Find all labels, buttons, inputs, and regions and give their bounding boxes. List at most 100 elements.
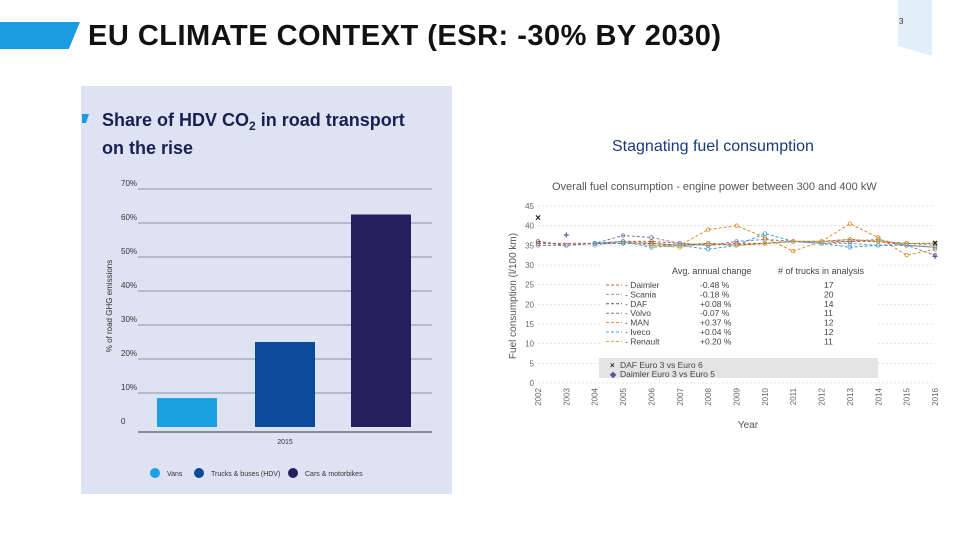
series-point	[677, 243, 682, 248]
legend-series-name: - MAN	[625, 318, 649, 328]
series-point	[734, 243, 739, 248]
series-point	[677, 245, 682, 250]
legend-series-change: +0.04 %	[700, 327, 732, 337]
y-tick-label: 70%	[121, 179, 137, 188]
y-tick-label: 15	[525, 320, 534, 329]
series-point	[791, 239, 796, 244]
marker-point: ×	[932, 238, 938, 249]
legend-series-trucks: 11	[824, 308, 833, 318]
series-point	[932, 241, 938, 246]
x-tick-label: 2010	[761, 387, 770, 405]
x-tick-label: 2006	[647, 387, 656, 405]
marker-point: +	[932, 252, 938, 263]
legend-series-name: - DAF	[625, 299, 647, 309]
marker-point: +	[563, 231, 569, 242]
series-point	[847, 237, 853, 242]
legend-series-name: - Volvo	[625, 308, 651, 318]
x-tick-label: 2003	[562, 387, 571, 405]
bar-chart-title: Share of HDV CO2 in road transport	[102, 110, 405, 133]
y-tick-label: 40	[525, 222, 534, 231]
series-point	[876, 239, 881, 244]
series-point	[819, 239, 824, 244]
series-point	[847, 221, 853, 226]
x-tick-label: 2007	[676, 387, 685, 405]
x-category-label: 2015	[277, 439, 293, 446]
legend-swatch	[150, 468, 160, 478]
y-tick-label: 45	[525, 202, 534, 211]
y-tick-label: 5	[530, 359, 535, 368]
page-number: 3	[899, 17, 904, 26]
series-line-renault	[651, 238, 935, 248]
panel-accent	[82, 114, 89, 123]
series-point	[649, 243, 654, 248]
series-point	[904, 252, 909, 258]
fuel-consumption-chart: Overall fuel consumption - engine power …	[508, 181, 940, 431]
y-tick-label: 40%	[121, 281, 137, 290]
legend-series-name: - Renault	[625, 336, 660, 346]
legend-label: Cars & motorbikes	[305, 471, 363, 478]
marker-point: ×	[535, 213, 541, 224]
line-chart-subtitle: Overall fuel consumption - engine power …	[552, 181, 877, 193]
series-point	[847, 239, 853, 244]
series-point	[535, 243, 541, 248]
y-axis-label: % of road GHG emissions	[105, 260, 114, 352]
y-axis-label: Fuel consumption (l/100 km)	[508, 233, 519, 359]
legend-marker-name: Daimler Euro 3 vs Euro 5	[620, 369, 715, 379]
series-point	[932, 247, 938, 252]
series-point	[762, 231, 768, 236]
title-accent-bar	[0, 22, 80, 49]
bar-vans	[157, 398, 217, 427]
legend-label: Trucks & buses (HDV)	[211, 471, 280, 478]
legend-series-change: -0.07 %	[700, 308, 730, 318]
legend-swatch	[194, 468, 204, 478]
legend-series-change: +0.37 %	[700, 318, 732, 328]
y-tick-label: 10%	[121, 383, 137, 392]
legend-series-change: +0.20 %	[700, 336, 732, 346]
series-line-volvo	[538, 234, 936, 256]
y-tick-label: 30	[525, 261, 534, 270]
legend-series-trucks: 20	[824, 289, 834, 299]
legend-series-name: - Daimler	[625, 280, 660, 290]
hdv-share-panel: Share of HDV CO2 in road transport on the…	[81, 86, 452, 494]
bar-chart-title-line2: on the rise	[102, 138, 193, 158]
y-tick-label: 10	[525, 340, 534, 349]
legend-series-trucks: 12	[824, 327, 834, 337]
x-tick-label: 2011	[789, 387, 798, 405]
x-tick-label: 2014	[874, 387, 883, 405]
legend-series-name: - Scania	[625, 289, 656, 299]
legend-series-trucks: 12	[824, 318, 834, 328]
legend-series-trucks: 11	[824, 336, 833, 346]
slide-title: EU CLIMATE CONTEXT (ESR: -30% BY 2030)	[88, 20, 722, 52]
legend-series-change: +0.08 %	[700, 299, 732, 309]
series-point	[620, 233, 626, 238]
series-point	[734, 223, 739, 228]
x-tick-label: 2008	[704, 387, 713, 405]
series-point	[705, 241, 711, 246]
legend-series-change: -0.18 %	[700, 289, 730, 299]
y-tick-label: 0	[121, 417, 126, 426]
x-tick-label: 2005	[619, 387, 628, 405]
y-tick-label: 35	[525, 241, 534, 250]
legend-series-name: - Iveco	[625, 327, 651, 337]
y-tick-label: 50%	[121, 247, 137, 256]
legend-series-trucks: 14	[824, 299, 834, 309]
y-tick-label: 20	[525, 300, 534, 309]
legend-swatch	[288, 468, 298, 478]
bar-trucks-buses-hdv-	[255, 342, 315, 427]
series-line-daf	[537, 238, 935, 246]
legend-series-trucks: 17	[824, 280, 834, 290]
page-corner-tab	[898, 0, 932, 56]
y-tick-label: 60%	[121, 213, 137, 222]
x-tick-label: 2002	[534, 387, 543, 405]
series-point	[847, 245, 853, 250]
series-point	[904, 241, 909, 246]
y-tick-label: 30%	[121, 315, 137, 324]
x-tick-label: 2013	[846, 387, 855, 405]
series-line-daimler	[538, 240, 936, 248]
fuel-chart-heading: Stagnating fuel consumption	[612, 138, 814, 155]
y-tick-label: 25	[525, 281, 534, 290]
series-point	[705, 247, 711, 252]
legend-marker-name: DAF Euro 3 vs Euro 6	[620, 360, 703, 370]
bar-cars-motorbikes	[351, 214, 411, 427]
legend-marker-symbol: ◆	[609, 370, 617, 379]
